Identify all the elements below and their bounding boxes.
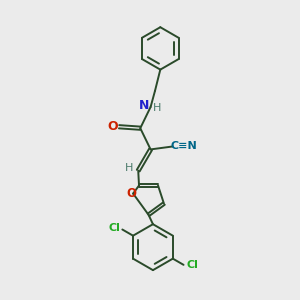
- Text: O: O: [127, 187, 137, 200]
- Text: Cl: Cl: [186, 260, 198, 270]
- Text: Cl: Cl: [108, 223, 120, 233]
- Text: O: O: [107, 120, 118, 133]
- Text: H: H: [124, 163, 133, 173]
- Text: H: H: [153, 103, 161, 112]
- Text: N: N: [139, 99, 149, 112]
- Text: C≡N: C≡N: [170, 141, 197, 151]
